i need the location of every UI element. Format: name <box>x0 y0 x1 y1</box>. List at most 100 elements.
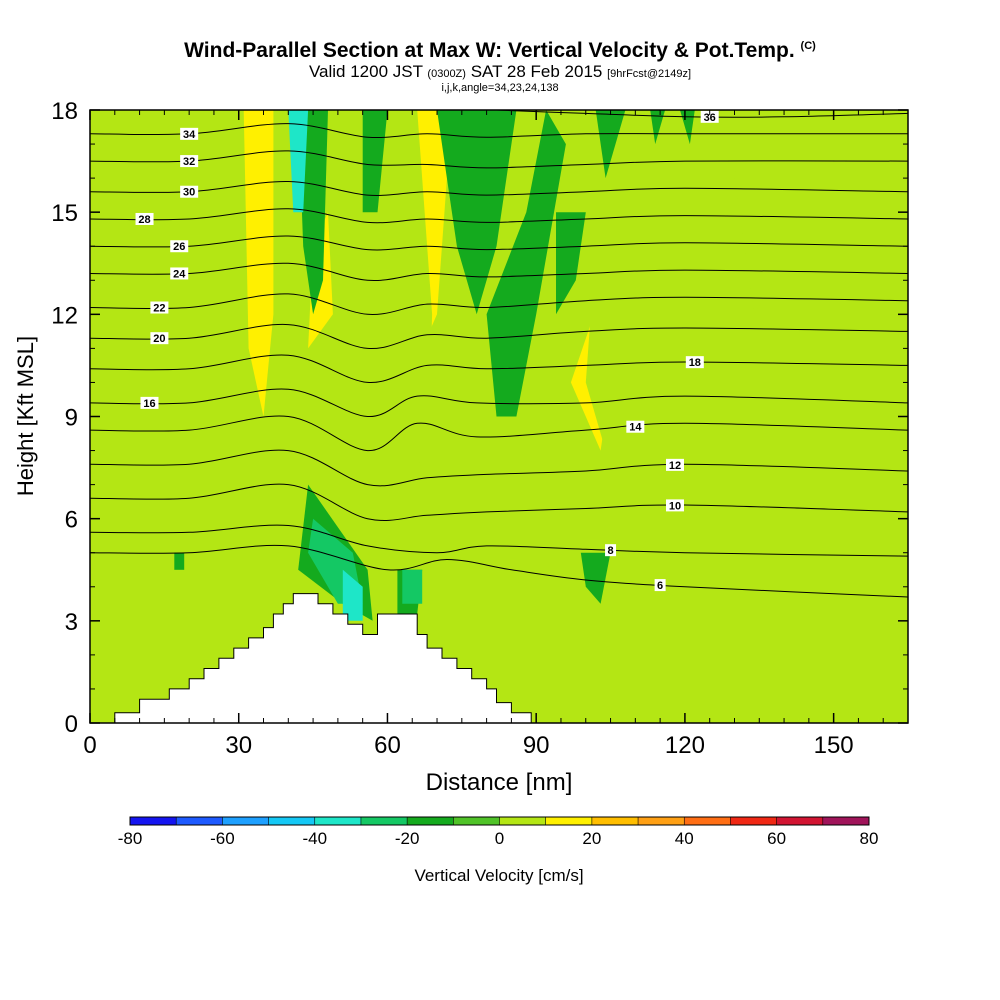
theta-contour <box>90 415 908 452</box>
colorbar-swatch <box>822 817 870 825</box>
colorbar-swatch <box>638 817 685 825</box>
colorbar-swatch <box>222 817 270 825</box>
contour-label: 24 <box>173 268 186 280</box>
y-tick-label: 3 <box>65 609 78 636</box>
colorbar-tick-label: -40 <box>302 829 327 848</box>
colorbar-swatch <box>776 817 824 825</box>
x-tick-label: 30 <box>225 732 252 759</box>
x-tick-label: 0 <box>83 732 96 759</box>
w-region <box>362 110 388 213</box>
contour-label: 6 <box>657 580 663 592</box>
colorbar-tick-label: -20 <box>395 829 420 848</box>
contour-label: 16 <box>143 398 155 410</box>
w-region <box>402 569 423 604</box>
contour-label-bg <box>180 127 199 140</box>
colorbar-swatch <box>684 817 731 825</box>
contour-label-bg <box>605 544 617 557</box>
colorbar-swatch <box>130 817 177 825</box>
theta-contour <box>90 388 908 418</box>
contour-label-bg <box>685 356 704 369</box>
w-region <box>650 110 666 145</box>
theta-contour <box>90 180 908 196</box>
contour-label-bg <box>700 110 719 123</box>
contour-label-bg <box>665 458 684 471</box>
contour-label: 36 <box>704 112 716 124</box>
w-region <box>243 110 274 417</box>
contour-label: 30 <box>183 187 195 199</box>
contour-label-bg <box>140 396 159 409</box>
theta-contour <box>90 293 908 315</box>
contour-label-bg <box>180 185 199 198</box>
contour-label-bg <box>665 499 684 512</box>
contour-label: 26 <box>173 241 185 253</box>
w-region <box>288 110 309 213</box>
contour-label: 20 <box>153 333 165 345</box>
w-region <box>779 654 794 723</box>
colorbar-tick-label: 40 <box>675 829 694 848</box>
w-region <box>377 110 433 485</box>
colorbar-label: Vertical Velocity [cm/s] <box>414 866 583 885</box>
colorbar-swatch <box>545 817 593 825</box>
colorbar-swatch <box>176 817 223 825</box>
w-region <box>174 552 185 570</box>
x-tick-label: 150 <box>814 732 854 759</box>
contour-label: 12 <box>669 460 681 472</box>
contour-label: 22 <box>153 303 165 315</box>
w-region <box>680 110 695 145</box>
y-tick-label: 15 <box>51 200 78 227</box>
w-region <box>670 586 695 723</box>
w-region <box>258 450 299 553</box>
colorbar-tick-label: 60 <box>767 829 786 848</box>
contour-label-bg <box>170 240 189 253</box>
w-region <box>422 614 527 713</box>
contour-label: 10 <box>669 500 681 512</box>
theta-contour <box>90 544 908 598</box>
contour-label: 14 <box>629 422 642 434</box>
contour-label: 34 <box>183 129 196 141</box>
colorbar-tick-label: -60 <box>210 829 235 848</box>
chart-title: Wind-Parallel Section at Max W: Vertical… <box>184 39 816 62</box>
colorbar-swatch <box>314 817 362 825</box>
colorbar-tick-label: 80 <box>860 829 879 848</box>
colorbar-swatch <box>453 817 500 825</box>
theta-contour <box>90 235 908 251</box>
y-tick-label: 0 <box>65 711 78 738</box>
contour-label-bg <box>150 301 169 314</box>
valid-time: Valid 1200 JST (0300Z) SAT 28 Feb 2015 [… <box>308 62 692 81</box>
w-region <box>580 552 611 604</box>
contour-label-bg <box>180 155 199 168</box>
w-region <box>595 110 626 179</box>
plot-area: 6 8 10 12 14 16 18 20 22 24 26 28 30 32 34 36 <box>90 110 908 723</box>
theta-contour <box>90 150 908 169</box>
w-region <box>684 212 700 315</box>
contour-label: 8 <box>607 545 613 557</box>
contour-label-bg <box>135 212 154 225</box>
terrain <box>90 593 908 723</box>
w-region <box>174 637 190 689</box>
x-tick-label: 60 <box>374 732 401 759</box>
w-region <box>511 569 552 713</box>
theta-contour <box>90 483 908 521</box>
colorbar-swatch <box>591 817 639 825</box>
theta-contour <box>90 524 908 557</box>
x-tick-label: 90 <box>523 732 550 759</box>
theta-contour <box>90 208 908 224</box>
w-region <box>342 569 363 621</box>
w-region <box>556 212 586 315</box>
colorbar-swatch <box>268 817 316 825</box>
theta-contour <box>90 323 908 349</box>
colorbar-tick-label: 0 <box>495 829 504 848</box>
theta-contour <box>90 123 908 139</box>
contour-label-bg <box>654 579 666 592</box>
theta-contour <box>90 262 908 282</box>
contour-label: 18 <box>689 357 701 369</box>
x-tick-label: 120 <box>665 732 705 759</box>
contour-label: 32 <box>183 156 195 168</box>
theta-contour <box>90 449 908 487</box>
w-region <box>833 603 869 723</box>
chart-titles: Wind-Parallel Section at Max W: Vertical… <box>0 34 1000 94</box>
contour-label-bg <box>150 332 169 345</box>
x-axis: 0 30 60 90 120 150 <box>83 110 884 759</box>
colorbar-swatch <box>407 817 454 825</box>
